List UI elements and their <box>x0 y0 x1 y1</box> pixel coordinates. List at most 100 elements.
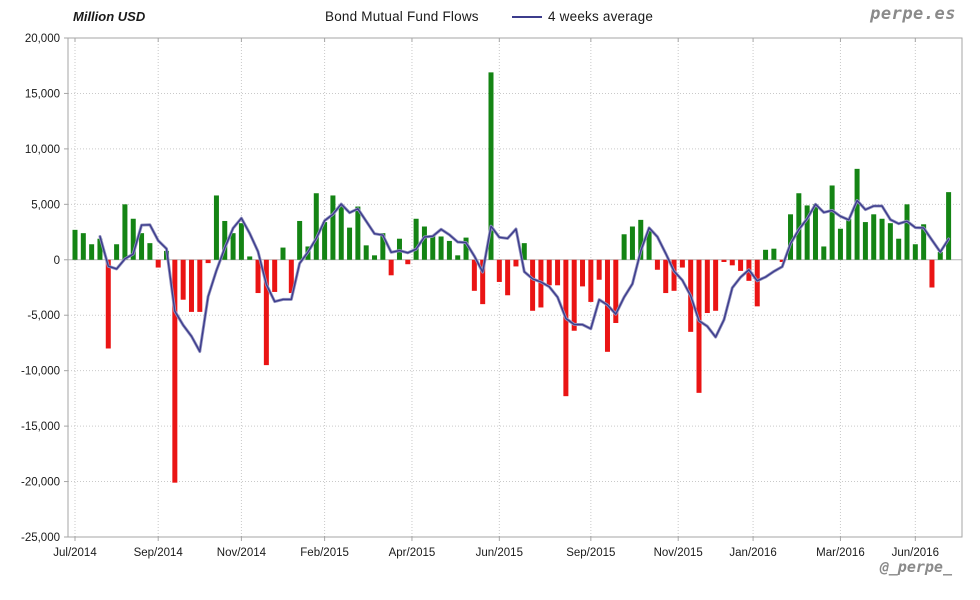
bar-week-35 <box>363 245 369 260</box>
bar-week-0 <box>72 229 78 260</box>
legend-label: 4 weeks average <box>548 9 654 24</box>
bar-week-82 <box>754 259 760 307</box>
x-tick-label: Jul/2014 <box>53 547 97 559</box>
twitter-handle: @_perpe_ <box>879 558 952 576</box>
bar-week-29 <box>313 193 319 260</box>
bar-week-31 <box>330 195 336 260</box>
bar-week-85 <box>779 259 785 262</box>
chart-title: Bond Mutual Fund Flows <box>325 9 479 24</box>
bar-week-99 <box>896 238 902 260</box>
bar-week-92 <box>837 228 843 260</box>
avg-line <box>99 199 950 353</box>
bar-week-67 <box>629 226 635 260</box>
bar-week-70 <box>654 259 660 270</box>
bar-week-54 <box>521 243 527 260</box>
bar-week-19 <box>230 233 236 260</box>
bar-week-46 <box>455 255 461 260</box>
bar-week-15 <box>197 259 203 312</box>
y-tick-label: -25,000 <box>21 532 60 544</box>
bar-week-105 <box>946 192 952 260</box>
x-tick-label: Sep/2014 <box>134 547 184 559</box>
bar-week-26 <box>288 259 294 294</box>
bar-week-59 <box>563 259 569 397</box>
y-tick-label: 5,000 <box>31 199 60 211</box>
bar-week-37 <box>380 233 386 260</box>
bar-week-96 <box>871 214 877 260</box>
bar-week-62 <box>588 259 594 302</box>
bar-week-84 <box>771 248 777 260</box>
y-tick-label: -15,000 <box>21 421 60 433</box>
avg-line-halo <box>98 199 951 353</box>
bar-week-91 <box>829 185 835 260</box>
bar-week-22 <box>255 259 261 294</box>
y-tick-label: -10,000 <box>21 366 60 378</box>
bar-week-53 <box>513 259 519 267</box>
x-tick-label: Jan/2016 <box>729 547 776 559</box>
bar-week-83 <box>763 249 769 260</box>
x-tick-label: Jun/2016 <box>892 547 939 559</box>
x-tick-label: Apr/2015 <box>389 547 436 559</box>
bar-week-32 <box>338 205 344 260</box>
bar-week-61 <box>580 259 586 287</box>
bar-week-44 <box>438 236 444 260</box>
bar-week-47 <box>463 237 469 260</box>
bar-week-14 <box>188 259 194 312</box>
bar-week-65 <box>613 259 619 323</box>
bar-week-30 <box>322 222 328 260</box>
y-axis-title: Million USD <box>73 9 146 24</box>
bar-week-57 <box>546 259 552 286</box>
bar-week-2 <box>89 244 95 260</box>
bar-week-48 <box>471 259 477 291</box>
x-tick-label: Nov/2015 <box>654 547 703 559</box>
legend: 4 weeks average <box>512 9 653 24</box>
bar-week-51 <box>496 259 502 282</box>
bar-week-4 <box>105 259 111 349</box>
bar-week-98 <box>887 223 893 260</box>
bar-week-36 <box>372 255 378 260</box>
x-tick-label: Jun/2015 <box>476 547 523 559</box>
bar-week-66 <box>621 234 627 260</box>
bar-week-23 <box>263 259 269 366</box>
bar-week-73 <box>679 259 685 268</box>
plot-border <box>67 37 963 538</box>
bar-week-50 <box>488 72 494 260</box>
bar-week-42 <box>421 226 427 260</box>
bar-week-87 <box>796 193 802 260</box>
bar-week-9 <box>147 243 153 260</box>
bar-week-77 <box>713 259 719 311</box>
bar-week-55 <box>530 259 536 311</box>
bar-week-69 <box>646 230 652 260</box>
bar-week-49 <box>480 259 486 305</box>
bar-week-72 <box>671 259 677 291</box>
y-tick-label: 10,000 <box>25 144 60 156</box>
bar-week-90 <box>821 246 827 260</box>
bar-week-102 <box>921 224 927 260</box>
bar-week-18 <box>222 220 228 260</box>
bar-week-97 <box>879 218 885 260</box>
bar-week-63 <box>596 259 602 280</box>
bar-week-40 <box>405 259 411 265</box>
bar-week-104 <box>937 252 943 260</box>
bar-week-93 <box>846 218 852 260</box>
bar-week-34 <box>355 206 361 260</box>
x-tick-label: Mar/2016 <box>816 547 865 559</box>
bar-week-52 <box>505 259 511 296</box>
bar-week-60 <box>571 259 577 331</box>
bar-week-12 <box>172 259 178 483</box>
bar-week-21 <box>247 256 253 260</box>
bar-week-101 <box>912 244 918 260</box>
legend-line-swatch <box>512 15 542 18</box>
bar-week-8 <box>139 233 145 260</box>
bar-week-6 <box>122 204 128 260</box>
y-tick-label: 0 <box>54 255 60 267</box>
bar-week-100 <box>904 204 910 260</box>
bar-week-7 <box>130 218 136 260</box>
bar-week-13 <box>180 259 186 300</box>
bar-week-17 <box>213 195 219 260</box>
y-tick-label: -5,000 <box>27 310 60 322</box>
bar-week-43 <box>430 235 436 260</box>
bar-week-20 <box>238 223 244 260</box>
bar-week-1 <box>80 233 86 260</box>
bar-week-10 <box>155 259 161 268</box>
